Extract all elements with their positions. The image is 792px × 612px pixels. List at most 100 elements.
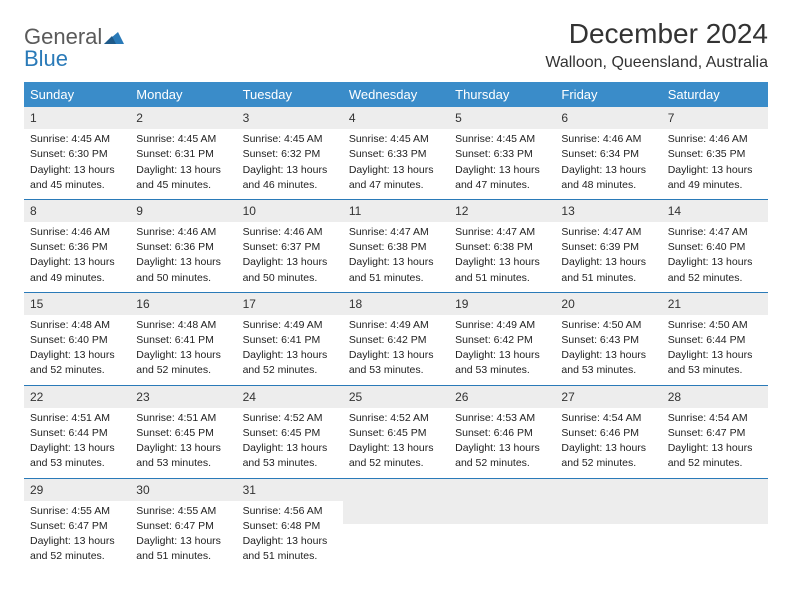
calendar-cell: 26Sunrise: 4:53 AMSunset: 6:46 PMDayligh… bbox=[449, 386, 555, 478]
day-number bbox=[555, 479, 661, 501]
day-line: Sunrise: 4:55 AM bbox=[30, 504, 124, 518]
day-line: Daylight: 13 hours bbox=[349, 163, 443, 177]
day-line: and 53 minutes. bbox=[136, 456, 230, 470]
calendar-week: 22Sunrise: 4:51 AMSunset: 6:44 PMDayligh… bbox=[24, 386, 768, 479]
day-line: and 53 minutes. bbox=[668, 363, 762, 377]
day-line: and 53 minutes. bbox=[561, 363, 655, 377]
dow-header: Saturday bbox=[662, 82, 768, 107]
day-number: 20 bbox=[555, 293, 661, 315]
day-line: Daylight: 13 hours bbox=[561, 255, 655, 269]
day-body: Sunrise: 4:52 AMSunset: 6:45 PMDaylight:… bbox=[343, 408, 449, 478]
day-number: 28 bbox=[662, 386, 768, 408]
day-line: Sunrise: 4:50 AM bbox=[561, 318, 655, 332]
day-line: Sunrise: 4:47 AM bbox=[668, 225, 762, 239]
calendar-cell: 13Sunrise: 4:47 AMSunset: 6:39 PMDayligh… bbox=[555, 200, 661, 292]
day-line: Sunrise: 4:47 AM bbox=[561, 225, 655, 239]
day-number bbox=[343, 479, 449, 501]
day-line: Sunrise: 4:51 AM bbox=[30, 411, 124, 425]
day-line: Sunrise: 4:52 AM bbox=[349, 411, 443, 425]
day-body: Sunrise: 4:53 AMSunset: 6:46 PMDaylight:… bbox=[449, 408, 555, 478]
day-number: 23 bbox=[130, 386, 236, 408]
day-body bbox=[555, 501, 661, 524]
day-number: 10 bbox=[237, 200, 343, 222]
calendar-cell: 18Sunrise: 4:49 AMSunset: 6:42 PMDayligh… bbox=[343, 293, 449, 385]
day-line: Sunset: 6:41 PM bbox=[243, 333, 337, 347]
day-line: and 52 minutes. bbox=[455, 456, 549, 470]
day-body bbox=[662, 501, 768, 524]
day-line: Daylight: 13 hours bbox=[243, 163, 337, 177]
day-line: Sunrise: 4:46 AM bbox=[136, 225, 230, 239]
calendar-cell-empty bbox=[449, 479, 555, 571]
dow-header: Wednesday bbox=[343, 82, 449, 107]
day-line: Sunrise: 4:49 AM bbox=[349, 318, 443, 332]
day-line: Daylight: 13 hours bbox=[349, 348, 443, 362]
day-number: 3 bbox=[237, 107, 343, 129]
calendar-cell: 15Sunrise: 4:48 AMSunset: 6:40 PMDayligh… bbox=[24, 293, 130, 385]
calendar-cell: 30Sunrise: 4:55 AMSunset: 6:47 PMDayligh… bbox=[130, 479, 236, 571]
day-line: Sunset: 6:48 PM bbox=[243, 519, 337, 533]
day-line: Sunset: 6:30 PM bbox=[30, 147, 124, 161]
day-line: Sunrise: 4:47 AM bbox=[349, 225, 443, 239]
day-line: and 53 minutes. bbox=[243, 456, 337, 470]
day-number: 27 bbox=[555, 386, 661, 408]
day-line: Sunset: 6:42 PM bbox=[455, 333, 549, 347]
day-line: Daylight: 13 hours bbox=[136, 255, 230, 269]
day-body: Sunrise: 4:49 AMSunset: 6:42 PMDaylight:… bbox=[343, 315, 449, 385]
day-number bbox=[662, 479, 768, 501]
day-line: Daylight: 13 hours bbox=[455, 441, 549, 455]
day-line: Sunset: 6:45 PM bbox=[136, 426, 230, 440]
day-body: Sunrise: 4:46 AMSunset: 6:34 PMDaylight:… bbox=[555, 129, 661, 199]
day-body: Sunrise: 4:45 AMSunset: 6:33 PMDaylight:… bbox=[343, 129, 449, 199]
day-body: Sunrise: 4:46 AMSunset: 6:36 PMDaylight:… bbox=[130, 222, 236, 292]
day-line: and 47 minutes. bbox=[349, 178, 443, 192]
day-line: Daylight: 13 hours bbox=[668, 348, 762, 362]
calendar-week: 29Sunrise: 4:55 AMSunset: 6:47 PMDayligh… bbox=[24, 479, 768, 571]
calendar-cell: 31Sunrise: 4:56 AMSunset: 6:48 PMDayligh… bbox=[237, 479, 343, 571]
day-number: 29 bbox=[24, 479, 130, 501]
day-line: Sunrise: 4:48 AM bbox=[136, 318, 230, 332]
day-line: Sunrise: 4:45 AM bbox=[243, 132, 337, 146]
day-line: Daylight: 13 hours bbox=[30, 163, 124, 177]
header: General Blue December 2024 Walloon, Quee… bbox=[24, 18, 768, 72]
day-number: 15 bbox=[24, 293, 130, 315]
day-body: Sunrise: 4:49 AMSunset: 6:41 PMDaylight:… bbox=[237, 315, 343, 385]
day-body: Sunrise: 4:45 AMSunset: 6:32 PM Daylight:… bbox=[237, 129, 343, 199]
day-line: Sunrise: 4:46 AM bbox=[30, 225, 124, 239]
day-line: and 52 minutes. bbox=[561, 456, 655, 470]
day-line: Daylight: 13 hours bbox=[349, 255, 443, 269]
day-line: and 51 minutes. bbox=[243, 549, 337, 563]
calendar-cell: 2Sunrise: 4:45 AMSunset: 6:31 PMDaylight… bbox=[130, 107, 236, 199]
day-line: and 52 minutes. bbox=[30, 363, 124, 377]
day-line: Sunrise: 4:47 AM bbox=[455, 225, 549, 239]
day-line: Daylight: 13 hours bbox=[30, 348, 124, 362]
day-line: Daylight: 13 hours bbox=[455, 348, 549, 362]
day-body: Sunrise: 4:47 AMSunset: 6:39 PMDaylight:… bbox=[555, 222, 661, 292]
day-body: Sunrise: 4:45 AMSunset: 6:31 PMDaylight:… bbox=[130, 129, 236, 199]
day-line: and 46 minutes. bbox=[243, 178, 337, 192]
calendar-cell: 29Sunrise: 4:55 AMSunset: 6:47 PMDayligh… bbox=[24, 479, 130, 571]
day-line: Sunset: 6:41 PM bbox=[136, 333, 230, 347]
day-line: Sunrise: 4:45 AM bbox=[30, 132, 124, 146]
day-line: and 51 minutes. bbox=[561, 271, 655, 285]
calendar-cell: 23Sunrise: 4:51 AMSunset: 6:45 PMDayligh… bbox=[130, 386, 236, 478]
day-body: Sunrise: 4:46 AMSunset: 6:35 PMDaylight:… bbox=[662, 129, 768, 199]
day-line: Sunset: 6:40 PM bbox=[668, 240, 762, 254]
calendar-cell: 24Sunrise: 4:52 AMSunset: 6:45 PMDayligh… bbox=[237, 386, 343, 478]
day-body: Sunrise: 4:51 AMSunset: 6:44 PMDaylight:… bbox=[24, 408, 130, 478]
day-body: Sunrise: 4:51 AMSunset: 6:45 PMDaylight:… bbox=[130, 408, 236, 478]
day-line: and 53 minutes. bbox=[30, 456, 124, 470]
calendar-cell-empty bbox=[343, 479, 449, 571]
day-line: Sunset: 6:34 PM bbox=[561, 147, 655, 161]
calendar-cell: 4Sunrise: 4:45 AMSunset: 6:33 PMDaylight… bbox=[343, 107, 449, 199]
calendar-cell: 17Sunrise: 4:49 AMSunset: 6:41 PMDayligh… bbox=[237, 293, 343, 385]
day-line: and 50 minutes. bbox=[243, 271, 337, 285]
day-line: and 52 minutes. bbox=[30, 549, 124, 563]
calendar-cell: 9Sunrise: 4:46 AMSunset: 6:36 PMDaylight… bbox=[130, 200, 236, 292]
day-line: Sunrise: 4:49 AM bbox=[243, 318, 337, 332]
day-line: Sunset: 6:47 PM bbox=[136, 519, 230, 533]
day-line: Sunset: 6:32 PM bbox=[243, 147, 337, 161]
day-line: Sunset: 6:31 PM bbox=[136, 147, 230, 161]
day-line: Daylight: 13 hours bbox=[136, 348, 230, 362]
dow-header: Thursday bbox=[449, 82, 555, 107]
day-body: Sunrise: 4:50 AMSunset: 6:43 PMDaylight:… bbox=[555, 315, 661, 385]
